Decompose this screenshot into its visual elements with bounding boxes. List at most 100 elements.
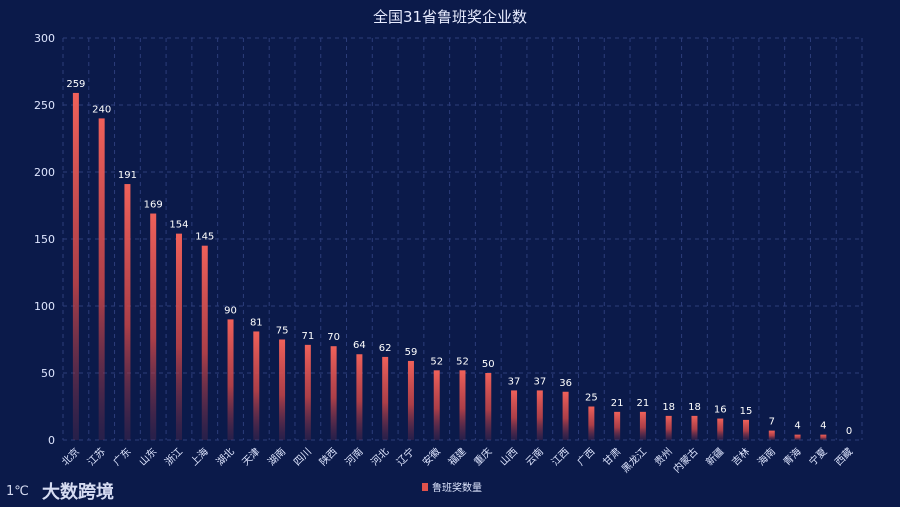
- bar[interactable]: [485, 373, 492, 440]
- bar[interactable]: [124, 184, 131, 440]
- chart-title: 全国31省鲁班奖企业数: [373, 8, 527, 26]
- y-tick-label: 50: [41, 367, 55, 380]
- data-label: 18: [662, 402, 675, 413]
- data-label: 37: [533, 376, 546, 387]
- data-label: 154: [169, 220, 188, 231]
- data-label: 75: [276, 326, 289, 337]
- x-tick-label: 江苏: [84, 445, 107, 468]
- bar[interactable]: [150, 213, 157, 440]
- bar[interactable]: [536, 390, 543, 440]
- bar[interactable]: [407, 360, 414, 440]
- data-label: 37: [508, 376, 521, 387]
- data-label: 62: [379, 343, 392, 354]
- data-label: 16: [714, 405, 727, 416]
- y-tick-label: 200: [34, 166, 55, 179]
- x-tick-label: 四川: [292, 446, 314, 468]
- x-tick-label: 云南: [523, 445, 546, 468]
- data-label: 64: [353, 340, 366, 351]
- data-label: 52: [430, 356, 443, 367]
- bar[interactable]: [639, 411, 646, 440]
- x-tick-label: 北京: [59, 445, 82, 468]
- data-label: 70: [327, 332, 340, 343]
- x-tick-label: 宁夏: [806, 445, 829, 468]
- grid-layer: [62, 37, 863, 441]
- bar[interactable]: [98, 118, 105, 441]
- bar[interactable]: [743, 419, 750, 440]
- bar[interactable]: [201, 245, 208, 440]
- data-label: 81: [250, 317, 263, 328]
- brand-logo: 1℃ 大数跨境: [6, 481, 114, 503]
- x-tick-label: 黑龙江: [619, 445, 649, 475]
- data-label: 0: [846, 426, 852, 437]
- bar[interactable]: [588, 406, 595, 441]
- bar[interactable]: [820, 434, 827, 440]
- data-label: 21: [637, 398, 650, 409]
- x-tick-label: 广西: [575, 446, 598, 469]
- x-tick-label: 重庆: [471, 445, 494, 468]
- data-label: 191: [118, 170, 137, 181]
- data-label: 18: [688, 402, 701, 413]
- bar[interactable]: [665, 415, 672, 440]
- x-tick-label: 浙江: [162, 446, 185, 469]
- y-axis: 0 50 100 150 200 250 300: [34, 32, 55, 447]
- bar-layer: [72, 92, 827, 441]
- x-tick-label: 吉林: [729, 445, 752, 468]
- y-tick-label: 150: [34, 233, 55, 246]
- data-label: 21: [611, 398, 624, 409]
- bar[interactable]: [433, 370, 440, 440]
- x-tick-label: 湖北: [214, 446, 237, 469]
- x-tick-label: 青海: [780, 445, 803, 468]
- bar[interactable]: [279, 339, 286, 441]
- data-label: 240: [92, 104, 111, 115]
- data-label: 59: [405, 347, 418, 358]
- logo-text: 大数跨境: [42, 481, 114, 503]
- data-label: 7: [769, 417, 775, 428]
- bar[interactable]: [227, 319, 234, 440]
- bar[interactable]: [614, 411, 621, 440]
- x-tick-label: 西藏: [833, 446, 856, 469]
- x-tick-label: 陕西: [316, 445, 339, 468]
- x-tick-label: 山西: [498, 446, 521, 469]
- x-tick-label: 安徽: [420, 445, 443, 468]
- data-label: 25: [585, 393, 598, 404]
- bar[interactable]: [691, 415, 698, 440]
- bar[interactable]: [768, 430, 775, 440]
- bar[interactable]: [382, 356, 389, 440]
- bar[interactable]: [511, 390, 518, 440]
- data-label: 169: [144, 200, 163, 211]
- x-tick-label: 天津: [240, 446, 263, 469]
- x-tick-label: 贵州: [651, 445, 674, 468]
- bar[interactable]: [717, 418, 724, 440]
- bar[interactable]: [253, 331, 260, 440]
- x-tick-label: 江西: [549, 446, 572, 469]
- bar[interactable]: [459, 370, 466, 440]
- bar[interactable]: [330, 346, 337, 440]
- bar[interactable]: [304, 344, 311, 440]
- data-label: 259: [66, 79, 85, 90]
- legend[interactable]: 鲁班奖数量: [422, 481, 482, 494]
- data-label: 4: [794, 421, 800, 432]
- x-tick-label: 内蒙古: [670, 445, 700, 475]
- x-tick-label: 海南: [755, 445, 778, 468]
- bar[interactable]: [794, 434, 801, 440]
- data-label: 4: [820, 421, 826, 432]
- x-tick-label: 广东: [110, 445, 133, 468]
- x-tick-label: 山东: [136, 445, 159, 468]
- x-tick-label: 辽宁: [394, 445, 417, 468]
- data-label: 36: [559, 378, 572, 389]
- y-tick-label: 300: [34, 32, 55, 45]
- y-tick-label: 100: [34, 300, 55, 313]
- x-tick-label: 上海: [188, 445, 211, 468]
- y-tick-label: 0: [48, 434, 55, 447]
- legend-label: 鲁班奖数量: [432, 481, 482, 494]
- bar[interactable]: [562, 391, 569, 440]
- bar[interactable]: [72, 92, 79, 440]
- x-axis: 北京 江苏 广东 山东 浙江 上海 湖北 天津 湖南 四川 陕西 河南 河北 辽宁 安徽 福建 重庆 山西 云南 江西…: [59, 445, 856, 475]
- bar[interactable]: [356, 354, 363, 440]
- data-label: 71: [301, 331, 314, 342]
- x-tick-label: 湖南: [265, 445, 288, 468]
- data-label: 15: [740, 406, 753, 417]
- bar[interactable]: [175, 233, 182, 440]
